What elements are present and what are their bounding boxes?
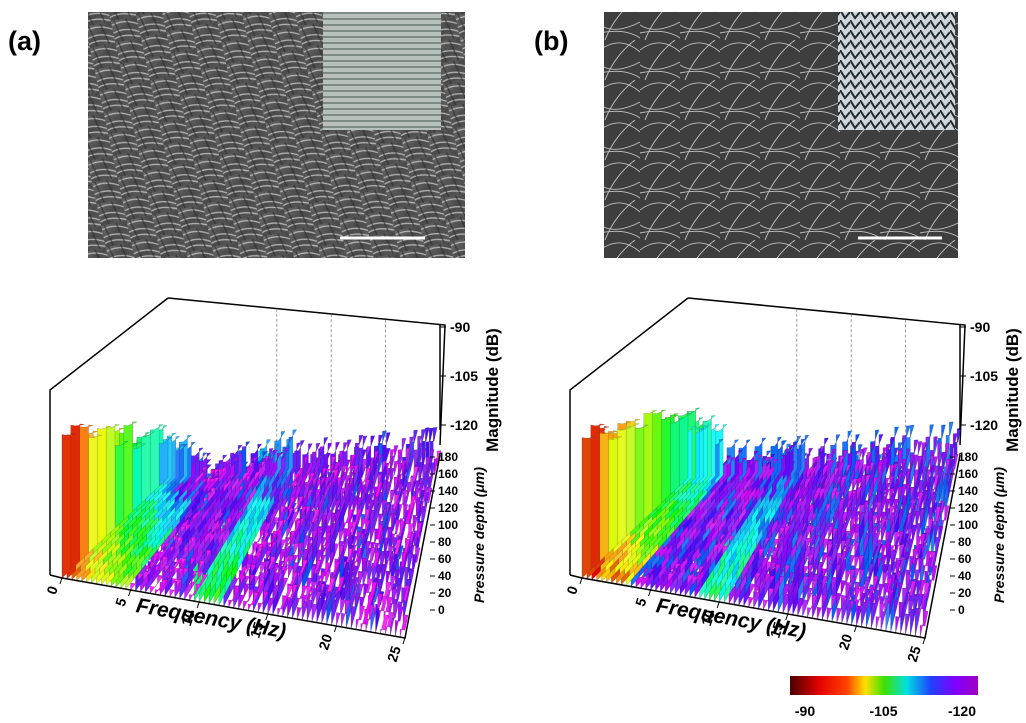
magnitude-axis-title: Magnitude (dB) [1003, 328, 1022, 452]
magnitude-tick-label: -120 [970, 417, 998, 433]
depth-tick-label: 160 [438, 467, 458, 481]
x-tick-label: 10 [178, 608, 198, 628]
colorbar-tick-label: -120 [948, 703, 976, 719]
x-tick-label: 5 [632, 596, 650, 609]
inset-photo [838, 12, 955, 130]
tick [716, 601, 720, 609]
depth-tick-label: 140 [438, 484, 458, 498]
colorbar [790, 676, 978, 695]
depth-tick-label: 100 [438, 518, 458, 532]
tick [579, 577, 583, 585]
depth-tick-label: 180 [958, 450, 978, 464]
tick [265, 613, 269, 621]
axis-box [569, 297, 966, 575]
x-tick-label: 5 [112, 596, 130, 609]
axis-line [569, 454, 961, 639]
depth-tick-label: 20 [958, 586, 972, 600]
tick [59, 577, 63, 585]
tick [648, 589, 652, 597]
panel-label: (b) [534, 26, 568, 56]
tick [196, 601, 200, 609]
x-tick-label: 25 [904, 644, 924, 664]
x-tick-label: 15 [247, 620, 267, 640]
magnitude-tick-label: -120 [450, 417, 478, 433]
x-tick-label: 10 [698, 608, 718, 628]
magnitude-axis-title: Magnitude (dB) [483, 328, 502, 452]
tick [922, 637, 926, 645]
depth-tick-label: 60 [958, 552, 972, 566]
depth-tick-label: 80 [438, 535, 452, 549]
x-tick-label: 0 [563, 584, 581, 597]
depth-tick-label: 0 [958, 603, 965, 617]
colorbar-tick-label: -90 [795, 703, 815, 719]
x-tick-label: 15 [767, 620, 787, 640]
depth-tick-label: 60 [438, 552, 452, 566]
axis-box [49, 297, 446, 575]
axis-line [49, 454, 441, 639]
magnitude-tick-label: -90 [450, 319, 470, 335]
depth-tick-label: 20 [438, 586, 452, 600]
surface [355, 605, 365, 630]
depth-tick-label: 80 [958, 535, 972, 549]
depth-axis-title: Pressure depth (μm) [471, 467, 487, 603]
x-tick-label: 0 [43, 584, 61, 597]
magnitude-tick-label: -105 [970, 368, 998, 384]
surface [919, 610, 929, 638]
depth-tick-label: 40 [958, 569, 972, 583]
tick [853, 625, 857, 633]
tick [785, 613, 789, 621]
x-tick-label: 25 [384, 644, 404, 664]
magnitude-tick-label: -105 [450, 368, 478, 384]
surface [380, 614, 389, 634]
depth-axis-title: Pressure depth (μm) [991, 467, 1007, 603]
depth-tick-label: 40 [438, 569, 452, 583]
x-tick-label: 20 [835, 632, 855, 652]
depth-tick-label: 160 [958, 467, 978, 481]
depth-tick-label: 120 [438, 501, 458, 515]
depth-tick-label: 120 [958, 501, 978, 515]
tick [128, 589, 132, 597]
tick [333, 625, 337, 633]
depth-tick-label: 100 [958, 518, 978, 532]
magnitude-tick-label: -90 [970, 319, 990, 335]
colorbar-tick-label: -105 [869, 703, 897, 719]
depth-tick-label: 140 [958, 484, 978, 498]
inset-photo [323, 12, 441, 130]
panel-label: (a) [8, 26, 41, 56]
depth-tick-label: 0 [438, 603, 445, 617]
tick [402, 637, 406, 645]
x-tick-label: 20 [315, 632, 335, 652]
depth-tick-label: 180 [438, 450, 458, 464]
